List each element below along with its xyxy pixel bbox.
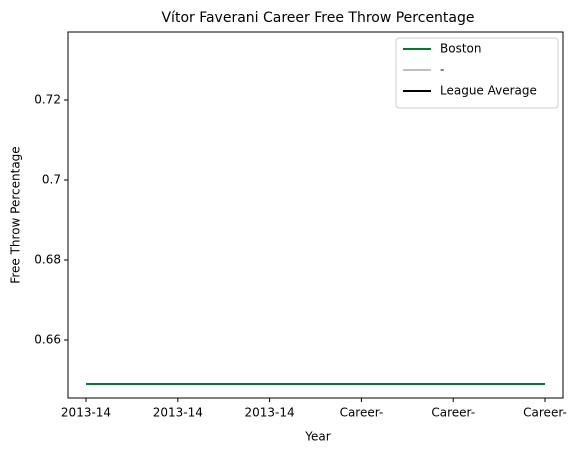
y-tick-label: 0.7 (42, 173, 61, 187)
x-tick-label: Career- (523, 406, 567, 420)
x-tick-label: Career- (340, 406, 384, 420)
y-tick-label: 0.72 (34, 93, 61, 107)
legend-label: Boston (440, 42, 481, 56)
y-tick-label: 0.66 (34, 333, 61, 347)
legend-label: League Average (440, 84, 537, 98)
axes-frame (67, 31, 564, 399)
y-tick-label: 0.68 (34, 253, 61, 267)
chart-title: Vítor Faverani Career Free Throw Percent… (161, 10, 474, 26)
x-tick-label: Career- (431, 406, 475, 420)
x-tick-label: 2013-14 (245, 406, 295, 420)
y-axis-label: Free Throw Percentage (9, 146, 23, 283)
x-axis-label: Year (304, 430, 330, 444)
x-tick-label: 2013-14 (61, 406, 111, 420)
legend-label: - (440, 63, 444, 77)
x-tick-label: 2013-14 (153, 406, 203, 420)
legend-box (395, 37, 559, 109)
